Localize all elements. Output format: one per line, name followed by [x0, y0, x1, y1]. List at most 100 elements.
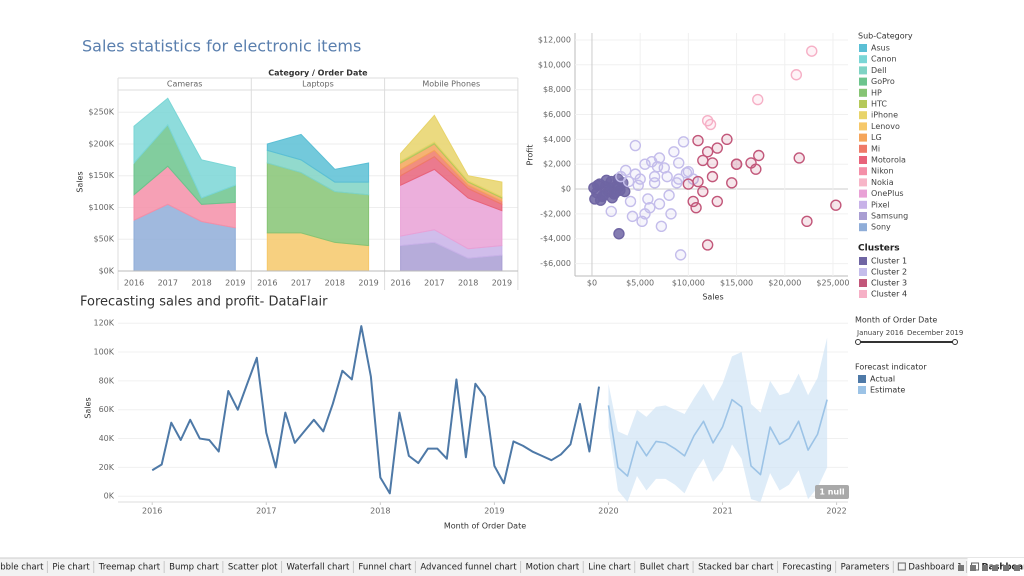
tab[interactable]: Stacked bar chart — [698, 563, 774, 573]
tab[interactable]: Pie chart — [52, 563, 90, 573]
y-tick-label: $0K — [99, 267, 115, 276]
line-series — [607, 398, 828, 477]
facet-label: Laptops — [302, 80, 334, 89]
tab-nav-icon[interactable] — [958, 565, 964, 571]
legend-label: Samsung — [871, 212, 908, 221]
y-tick-label: $200K — [88, 139, 114, 148]
scatter-point — [619, 185, 631, 198]
x-tick-label: 2018 — [191, 279, 211, 288]
x-tick-label: 2016 — [390, 279, 410, 288]
scatter-point — [752, 93, 764, 106]
scatter-point — [790, 69, 803, 81]
legend-label: HP — [871, 88, 882, 97]
scatter-point — [592, 179, 604, 192]
scatter-point — [711, 195, 723, 208]
filter-from: January 2016 — [856, 329, 904, 337]
x-tick-label: 2019 — [358, 279, 378, 288]
slider-handle[interactable] — [952, 339, 958, 345]
scatter-point — [671, 177, 683, 189]
legend-swatch — [859, 122, 867, 131]
tab[interactable]: Motion chart — [526, 563, 580, 573]
x-axis-label: Month of Order Date — [444, 522, 526, 531]
scatter-point — [706, 157, 719, 169]
legend-label: Cluster 2 — [871, 268, 907, 277]
scatter-point — [639, 208, 651, 220]
chart-title: Forecasting sales and profit- DataFlair — [80, 295, 328, 310]
legend-swatch — [859, 111, 867, 120]
y-tick-label: $10,000 — [538, 60, 571, 69]
tab[interactable]: Treemap chart — [98, 563, 161, 573]
scatter-point — [701, 239, 714, 251]
scatter-point — [793, 152, 805, 164]
scatter-point — [721, 133, 733, 146]
scatter-point — [634, 173, 646, 185]
scatter-point — [651, 160, 664, 173]
legend-swatch — [859, 144, 867, 153]
x-tick-label: 2019 — [225, 279, 245, 288]
y-tick-label: 100K — [93, 348, 114, 357]
legend-label: OnePlus — [871, 189, 904, 198]
scatter-point — [665, 208, 677, 220]
facet-label: Mobile Phones — [422, 80, 480, 89]
slider-handle[interactable] — [855, 339, 861, 345]
tab-nav-icon[interactable] — [970, 565, 976, 571]
scatter-point — [690, 201, 702, 214]
tab-nav-icon[interactable] — [1003, 565, 1009, 571]
tab[interactable]: Forecasting — [783, 563, 832, 573]
scatter-point — [687, 195, 699, 208]
scatter-point — [597, 189, 610, 201]
legend-swatch — [859, 55, 867, 64]
x-tick-label: 2018 — [325, 279, 345, 288]
x-tick-label: 2018 — [370, 507, 390, 516]
y-tick-label: 80K — [99, 376, 115, 385]
x-tick-label: $0 — [587, 279, 597, 288]
y-tick-label: 20K — [99, 463, 115, 472]
scatter-point — [730, 158, 743, 170]
legend-label: LG — [871, 133, 882, 142]
scatter-point — [632, 179, 644, 192]
tab[interactable]: Bubble chart — [0, 563, 44, 573]
x-tick-label: 2022 — [826, 507, 846, 516]
tab[interactable]: Funnel chart — [358, 563, 412, 573]
legend-swatch — [859, 167, 867, 176]
tab[interactable]: Scatter plot — [228, 563, 278, 573]
legend-swatch — [858, 386, 866, 394]
tab[interactable]: Dashboard 1 — [908, 563, 962, 573]
tab-nav-icon[interactable] — [992, 565, 998, 571]
tab[interactable]: Bullet chart — [640, 563, 690, 573]
scatter-point — [648, 177, 661, 189]
y-tick-label: $150K — [88, 171, 114, 180]
legend-label: Cluster 3 — [871, 279, 907, 288]
scatter-point — [692, 175, 704, 188]
y-tick-label: -$6,000 — [540, 259, 571, 268]
scatter-point — [750, 163, 762, 175]
scatter-point — [653, 198, 666, 210]
tab-nav-icon[interactable] — [982, 565, 988, 571]
y-tick-label: 40K — [99, 434, 115, 443]
legend-label: Motorola — [871, 156, 906, 165]
tab[interactable]: Parameters — [841, 563, 890, 573]
tab[interactable]: Bump chart — [169, 563, 219, 573]
tab[interactable]: Advanced funnel chart — [420, 563, 517, 573]
y-tick-label: $50K — [93, 235, 114, 244]
x-tick-label: 2020 — [598, 507, 618, 516]
tab-icon — [897, 562, 906, 571]
tab[interactable]: Waterfall chart — [287, 563, 351, 573]
legend-swatch — [859, 44, 867, 52]
scatter-point — [711, 142, 723, 154]
y-axis-label: Profit — [526, 145, 535, 166]
tab-nav-icon[interactable] — [1014, 565, 1020, 571]
tab[interactable]: Line chart — [588, 563, 631, 573]
null-badge — [815, 485, 849, 499]
legend-label: Sony — [871, 223, 891, 232]
legend-swatch — [859, 257, 867, 265]
null-badge-label: 1 null — [819, 488, 844, 497]
legend-label: Actual — [870, 375, 895, 384]
tab[interactable]: Dashboard 2 — [982, 563, 1024, 573]
y-tick-label: 0K — [104, 492, 115, 501]
scatter-point — [626, 210, 639, 223]
scatter-point — [706, 170, 719, 183]
scatter-point — [677, 136, 690, 148]
x-tick-label: 2017 — [256, 507, 276, 516]
